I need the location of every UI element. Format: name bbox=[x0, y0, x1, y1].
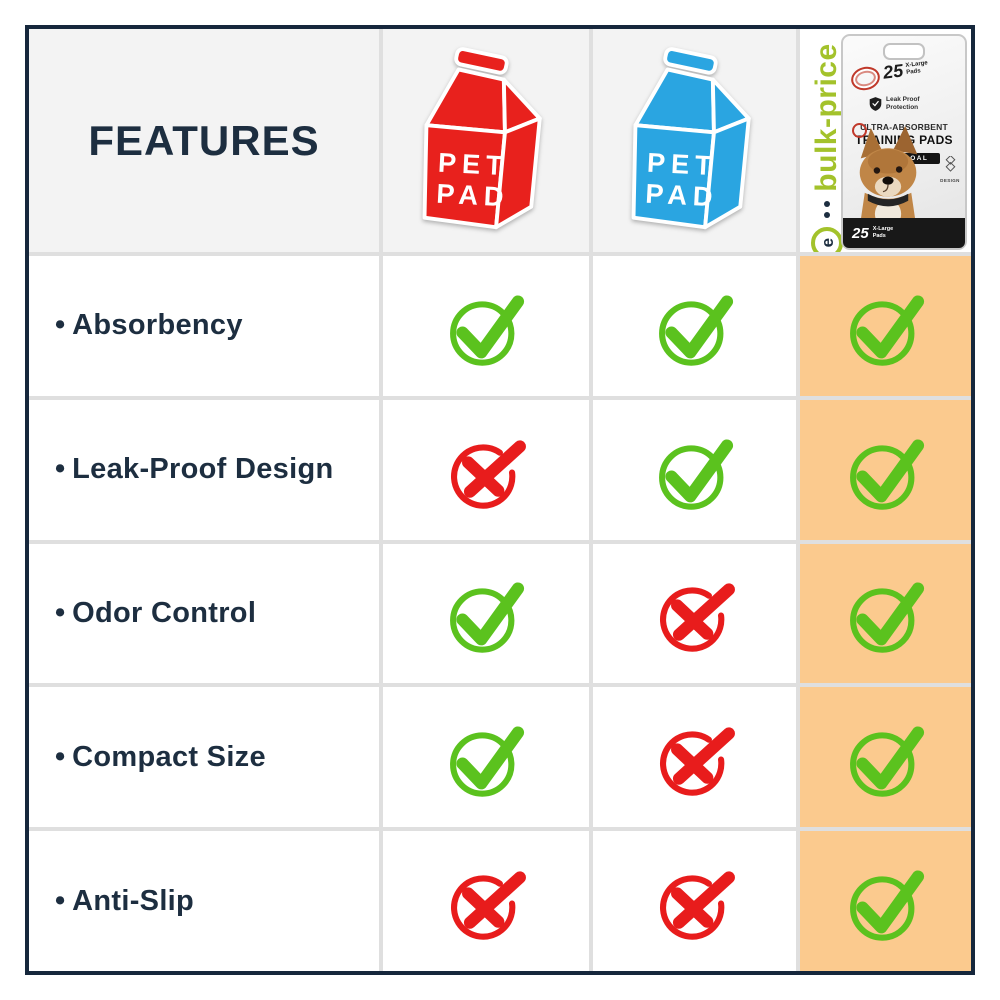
mark-icon bbox=[439, 854, 533, 948]
svg-text:PAD: PAD bbox=[644, 177, 718, 212]
cell-compact-blue bbox=[593, 687, 796, 828]
leak-proof-protection-badge: Leak Proof Protection bbox=[869, 96, 920, 112]
cell-absorbency-blue bbox=[593, 256, 796, 396]
mark-icon bbox=[439, 710, 533, 804]
cell-compact-bulkprice bbox=[800, 687, 971, 828]
svg-text:PET: PET bbox=[437, 146, 509, 181]
svg-text:PAD: PAD bbox=[436, 177, 510, 212]
mark-icon bbox=[839, 566, 933, 660]
mark-icon bbox=[648, 854, 742, 948]
mark-icon bbox=[839, 423, 933, 517]
feature-row-anti-slip: • Anti-Slip bbox=[29, 831, 379, 971]
cell-leakproof-blue bbox=[593, 399, 796, 540]
small-red-seal-icon bbox=[852, 123, 867, 138]
mark-icon bbox=[839, 279, 933, 373]
feature-row-odor-control: • Odor Control bbox=[29, 543, 379, 684]
svg-text:PET: PET bbox=[646, 146, 718, 181]
feature-row-absorbency: • Absorbency bbox=[29, 256, 379, 396]
cell-leakproof-bulkprice bbox=[800, 399, 971, 540]
cell-odor-red bbox=[383, 543, 589, 684]
cell-antislip-bulkprice bbox=[800, 831, 971, 971]
bag-pack-count: 25 X-Large Pads bbox=[881, 60, 929, 83]
mark-icon bbox=[648, 566, 742, 660]
red-seal-badge-icon bbox=[848, 63, 883, 94]
mark-icon bbox=[648, 279, 742, 373]
cell-odor-bulkprice bbox=[800, 543, 971, 684]
quilted-diamonds-icon bbox=[945, 154, 955, 172]
cell-leakproof-red bbox=[383, 399, 589, 540]
feature-row-leak-proof-design: • Leak-Proof Design bbox=[29, 399, 379, 540]
bag-handle-cutout bbox=[883, 43, 925, 60]
cell-antislip-red bbox=[383, 831, 589, 971]
features-header-cell: FEATURES bbox=[29, 29, 379, 252]
mark-icon bbox=[439, 423, 533, 517]
cell-absorbency-red bbox=[383, 256, 589, 396]
red-pet-pad-carton-icon: PET PAD bbox=[402, 34, 570, 248]
mark-icon bbox=[439, 566, 533, 660]
column-header-bulk-price-product: e bulk-price 25 X-Large Pads L bbox=[800, 29, 971, 252]
feature-label: Leak-Proof Design bbox=[72, 453, 334, 486]
features-title: FEATURES bbox=[88, 116, 320, 164]
bulk-price-logo-dots-icon bbox=[824, 200, 830, 218]
bulk-price-brand-text: bulk-price bbox=[810, 43, 843, 192]
bulk-price-logo-icon: e bbox=[811, 226, 843, 252]
quilted-design-badge: DESIGN bbox=[940, 154, 960, 183]
feature-row-compact-size: • Compact Size bbox=[29, 687, 379, 828]
feature-label: Odor Control bbox=[72, 596, 257, 629]
mark-icon bbox=[648, 423, 742, 517]
blue-pet-pad-carton-icon: PET PAD bbox=[611, 34, 779, 248]
dog-photo-illustration bbox=[859, 126, 918, 220]
cell-absorbency-bulkprice bbox=[800, 256, 971, 396]
cell-compact-red bbox=[383, 687, 589, 828]
mark-icon bbox=[839, 710, 933, 804]
column-header-red-carton: PET PAD bbox=[383, 29, 589, 252]
shield-icon bbox=[869, 97, 882, 112]
cell-antislip-blue bbox=[593, 831, 796, 971]
bag-bottom-band: 25 X-Large Pads bbox=[843, 218, 965, 248]
feature-label: Anti-Slip bbox=[72, 884, 195, 917]
comparison-table: FEATURES PET PAD PET PAD bbox=[25, 25, 975, 975]
mark-icon bbox=[839, 854, 933, 948]
training-pads-bag-image: 25 X-Large Pads Leak Proof Protection U bbox=[841, 34, 967, 250]
feature-label: Absorbency bbox=[72, 309, 243, 342]
feature-label: Compact Size bbox=[72, 740, 266, 773]
mark-icon bbox=[648, 710, 742, 804]
mark-icon bbox=[439, 279, 533, 373]
cell-odor-blue bbox=[593, 543, 796, 684]
column-header-blue-carton: PET PAD bbox=[593, 29, 796, 252]
